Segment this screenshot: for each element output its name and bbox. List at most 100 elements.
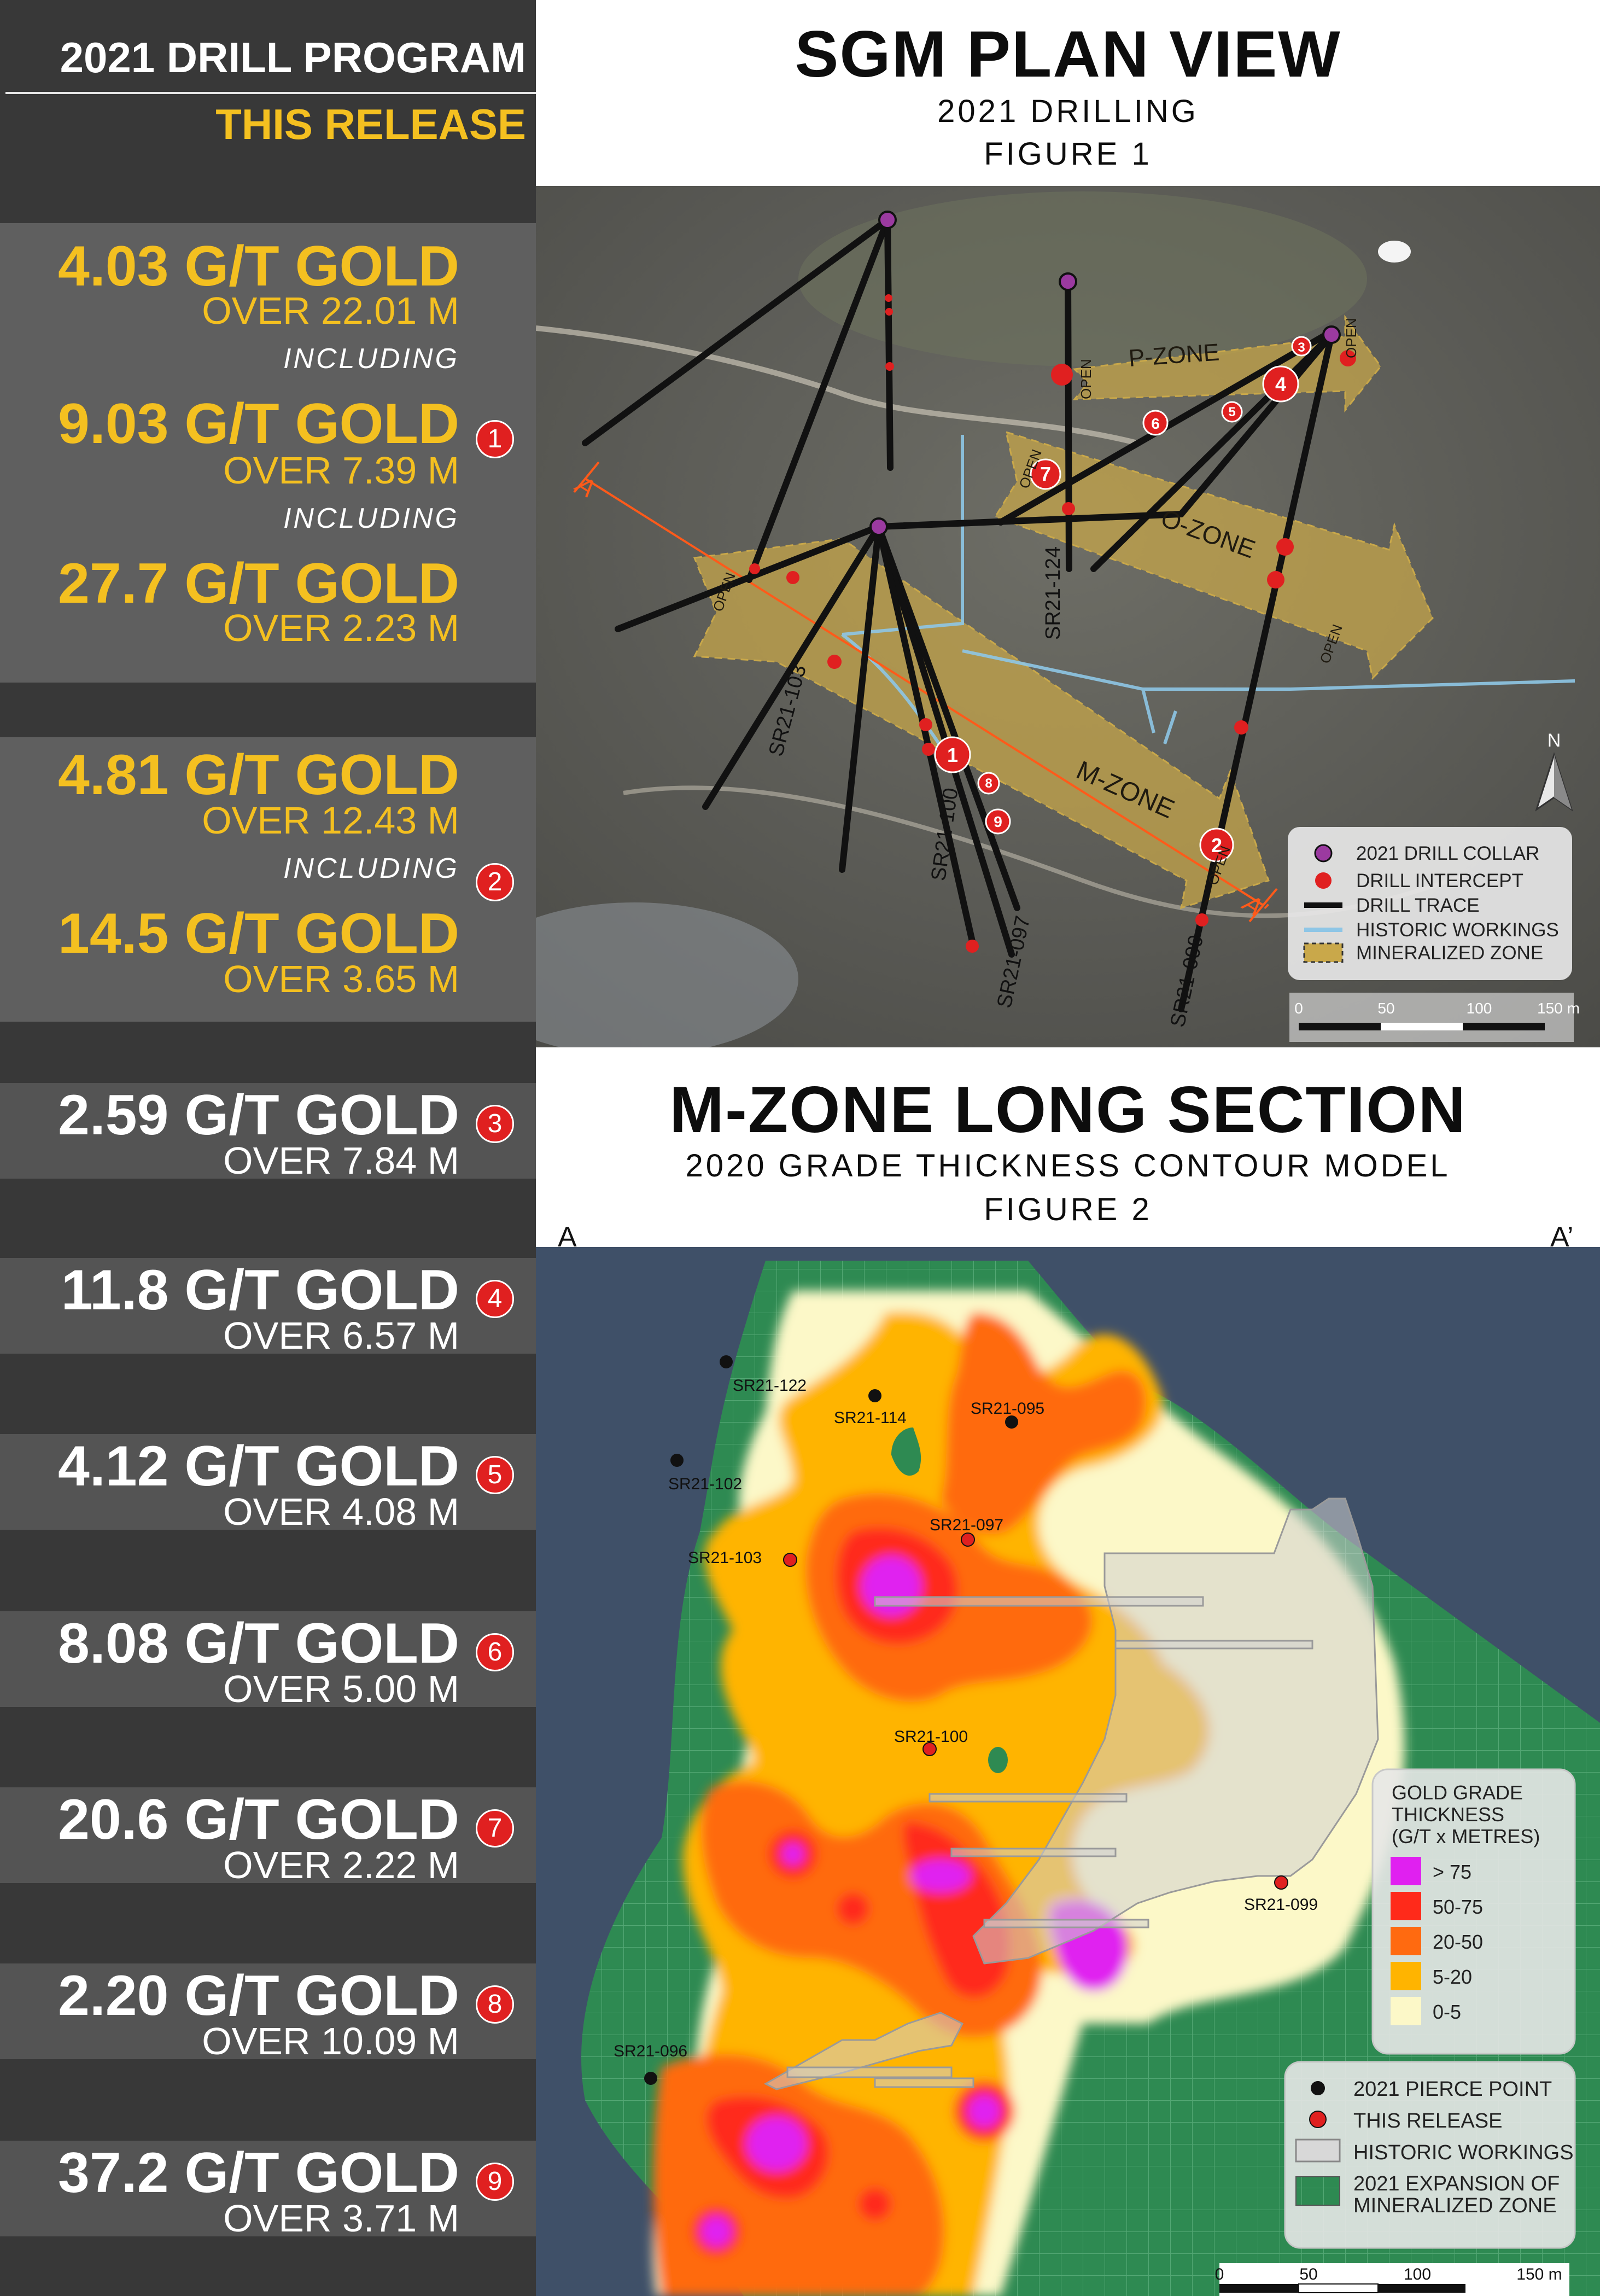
long-section-subtitle: 2020 GRADE THICKNESS CONTOUR MODEL [685,1148,1451,1184]
svg-text:OPEN: OPEN [1078,359,1094,399]
section-line [584,477,1264,906]
svg-text:8: 8 [985,776,992,791]
intercept-number-badge: 4 [476,1280,514,1318]
svg-text:100: 100 [1467,1000,1492,1017]
svg-text:SR21-099: SR21-099 [1244,1896,1318,1914]
intercept-marker-8 [977,772,1000,795]
expansion-island [988,1747,1008,1773]
vegetation-patch [798,191,1367,366]
svg-text:0: 0 [1215,2265,1224,2283]
plan-view-title: SGM PLAN VIEW [795,18,1341,91]
grade-class-label: 50-75 [1433,1896,1483,1918]
long-section-scale-bar: 0 50 100 150 m [1215,2263,1569,2296]
this-release-point-icon [783,1553,797,1567]
svg-text:50: 50 [1377,1000,1394,1017]
numbered-intercepts [934,336,1312,863]
grade-swatch [1391,1927,1421,1955]
svg-text:3: 3 [1298,340,1305,355]
intercept-marker-5 [1221,401,1243,423]
including-label: INCLUDING [283,503,459,534]
grade-swatch [1391,1962,1421,1990]
this-release-point-icon [922,1742,937,1756]
intercept-symbol-icon [1315,872,1332,889]
intercept-marker-2 [1199,828,1234,863]
grade-value: 37.2 G/T GOLD [58,2141,459,2205]
scree-patch [536,902,798,1047]
svg-text:SR21-100: SR21-100 [894,1728,968,1746]
svg-text:OPEN: OPEN [1343,318,1359,358]
grade-value: 14.5 G/T GOLD [58,902,459,965]
plan-view-map: A A' 12 [536,186,1600,1047]
svg-text:1: 1 [947,744,958,766]
interval-length: OVER 2.22 M [223,1844,459,1886]
svg-text:150 m: 150 m [1537,1000,1580,1017]
intercept-block-6: 8.08 G/T GOLD OVER 5.00 M 6 [0,1611,536,1710]
workings-symbol-icon [1295,2138,1341,2163]
collar-symbol-icon [1314,844,1333,863]
intercept-block-2: 4.81 G/T GOLD OVER 12.43 M INCLUDING 14.5 G… [0,737,536,1022]
svg-text:SR21-103: SR21-103 [688,1549,762,1567]
interval-length: OVER 12.43 M [202,799,459,842]
svg-text:GOLD GRADE: GOLD GRADE [1392,1781,1523,1804]
north-arrow-icon: N [1535,730,1573,812]
svg-text:7: 7 [1040,463,1051,485]
panel-title: 2021 DRILL PROGRAM [60,33,526,81]
svg-text:THIS RELEASE: THIS RELEASE [1353,2109,1502,2132]
intercept-panel: 2021 DRILL PROGRAM THIS RELEASE 4.03 G/T… [0,0,536,2296]
intercept-marker-9 [985,808,1011,835]
including-label: INCLUDING [283,853,459,884]
interval-length: OVER 10.09 M [202,2020,459,2062]
intercept-block-3: 2.59 G/T GOLD OVER 7.84 M 3 [0,1083,536,1182]
grade-value: 2.59 G/T GOLD [58,1083,459,1147]
grade-value: 2.20 G/T GOLD [58,1964,459,2027]
svg-text:50: 50 [1299,2265,1317,2283]
pierce-point-icon [868,1389,881,1402]
long-section-figure: FIGURE 2 [984,1192,1152,1227]
grade-swatch [1391,1857,1421,1885]
svg-text:SR21-122: SR21-122 [733,1377,807,1395]
svg-text:SR21-096: SR21-096 [614,2042,687,2060]
section-tick-b [1248,888,1278,923]
intercept-number-badge: 1 [476,420,514,458]
section-tick-a [573,461,600,493]
snow-patch [1378,241,1411,263]
interval-length: OVER 7.39 M [223,449,459,492]
intercept-number-badge: 2 [476,863,514,901]
grade-value: 9.03 G/T GOLD [58,392,459,456]
plan-scale-bar: 0 50 100 150 m [1289,993,1580,1042]
intercept-block-7: 20.6 G/T GOLD OVER 2.22 M 7 [0,1787,536,1886]
drill-intercepts [749,294,1356,953]
svg-text:2: 2 [1211,834,1222,856]
grade-value: 20.6 G/T GOLD [58,1788,459,1851]
interval-length: OVER 22.01 M [202,289,459,332]
interval-length: OVER 7.84 M [223,1139,459,1182]
intercept-block-4: 11.8 G/T GOLD OVER 6.57 M 4 [0,1258,536,1357]
intercept-block-1: 4.03 G/T GOLD OVER 22.01 M INCLUDING 9.03 G… [0,223,536,683]
plan-view-subtitle: 2021 DRILLING [937,94,1199,129]
intercept-number-badge: 6 [476,1633,514,1671]
pierce-point-icon [644,2072,657,2085]
o-zone [994,430,1434,680]
svg-text:SR21-102: SR21-102 [668,1475,742,1493]
interval-length: OVER 3.65 M [223,958,459,1000]
creek [536,325,1138,446]
interval-length: OVER 6.57 M [223,1314,459,1357]
svg-text:150 m: 150 m [1516,2265,1562,2283]
long-section-map: SR21-122 SR21-114 SR21-095 SR21-102 SR21… [536,1247,1600,2296]
intercept-block-8: 2.20 G/T GOLD OVER 10.09 M 8 [0,1963,536,2062]
svg-text:SR21-095: SR21-095 [971,1400,1044,1418]
grade-swatch [1391,1892,1421,1920]
grade-class-label: 5-20 [1433,1966,1472,1988]
svg-text:SR21-097: SR21-097 [930,1516,1003,1534]
svg-text:SR21-114: SR21-114 [834,1409,907,1427]
expansion-island [891,1427,921,1476]
intercept-marker-3 [1291,336,1312,357]
svg-text:HISTORIC WORKINGS: HISTORIC WORKINGS [1353,2141,1574,2164]
grade-legend: GOLD GRADE THICKNESS (G/T x METRES) > 75… [1371,1768,1576,2055]
mineralized-zones [693,314,1434,910]
intercept-marker-4 [1262,365,1299,403]
intercept-marker-7 [1030,458,1061,490]
grade-swatch [1391,1997,1421,2025]
intercept-number-badge: 7 [476,1809,514,1848]
pierce-points: SR21-122 SR21-114 SR21-095 SR21-102 SR21… [614,1355,1318,2085]
